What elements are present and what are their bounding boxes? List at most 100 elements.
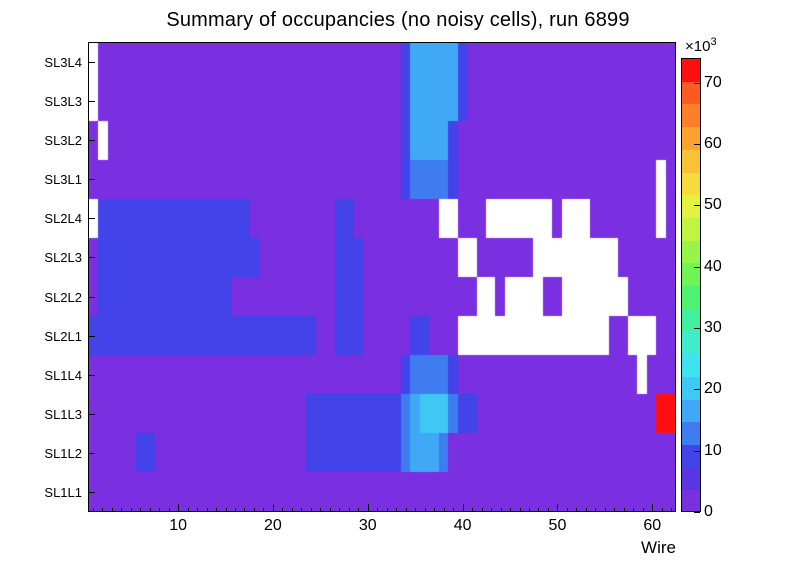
x-axis-title: Wire	[641, 538, 676, 557]
x-axis-tick	[434, 508, 436, 511]
x-axis-tick	[396, 508, 398, 511]
x-axis-tick	[405, 508, 407, 511]
palette-tick	[694, 144, 700, 145]
x-axis-tick	[576, 508, 578, 511]
palette-color-band	[682, 354, 700, 377]
palette-tick	[694, 389, 700, 390]
y-axis-label: SL1L1	[44, 485, 82, 500]
x-axis-tick	[320, 508, 322, 511]
x-axis-tick	[225, 508, 227, 511]
palette-color-band	[682, 173, 700, 195]
x-axis-tick	[462, 504, 464, 511]
palette-color-band	[682, 150, 700, 173]
y-axis-label: SL1L2	[44, 446, 82, 461]
x-axis-tick	[491, 508, 493, 511]
x-axis-tick	[111, 508, 113, 511]
x-axis-tick	[197, 508, 199, 511]
y-axis-label: SL3L4	[44, 55, 82, 70]
palette-color-band	[682, 241, 700, 263]
palette-tick-label: 0	[704, 503, 713, 520]
palette-exponent-label: ×103	[685, 36, 717, 55]
x-axis-tick	[130, 508, 132, 511]
y-axis-tick	[89, 62, 95, 63]
x-axis-tick	[159, 508, 161, 511]
x-axis-tick	[500, 508, 502, 511]
palette-tick-label: 20	[704, 380, 722, 397]
x-axis-tick	[168, 508, 170, 511]
x-axis-tick	[633, 508, 635, 511]
x-axis-tick-label: 10	[169, 517, 187, 534]
x-axis-tick	[358, 508, 360, 511]
y-axis-tick	[89, 453, 95, 454]
palette-exponent-power: 3	[710, 36, 717, 48]
x-axis-tick	[272, 504, 274, 511]
x-axis-tick	[348, 508, 350, 511]
y-axis-tick	[89, 414, 95, 415]
x-axis-tick	[329, 508, 331, 511]
x-axis-tick	[614, 508, 616, 511]
palette-color-band	[682, 263, 700, 286]
y-axis-tick	[89, 336, 95, 337]
palette-color-band	[682, 309, 700, 331]
x-axis-tick	[235, 508, 236, 511]
palette-tick	[694, 328, 700, 329]
palette-tick-label: 10	[704, 442, 722, 459]
x-axis-tick	[140, 508, 142, 511]
y-axis-tick	[89, 375, 95, 376]
y-axis-tick	[89, 140, 95, 141]
palette-tick-label: 70	[704, 74, 722, 91]
x-axis-tick	[566, 508, 568, 511]
x-axis-tick	[244, 508, 246, 511]
palette-color-band	[682, 468, 700, 490]
x-axis-tick	[253, 508, 255, 511]
palette-color-band	[682, 331, 700, 354]
palette-color-band	[682, 422, 700, 445]
palette-exponent-base: ×10	[685, 38, 711, 55]
x-axis-tick	[386, 508, 388, 511]
x-axis-tick	[453, 508, 455, 511]
y-axis-label: SL3L3	[44, 94, 82, 109]
x-axis-tick-label: 60	[643, 517, 662, 534]
palette-color-band	[682, 445, 700, 468]
x-axis-tick	[481, 508, 483, 511]
x-axis-tick	[510, 508, 512, 511]
palette-tick-label: 50	[704, 196, 722, 213]
x-axis-tick	[652, 504, 654, 511]
palette-color-band	[682, 400, 700, 422]
palette-color-band	[682, 286, 700, 309]
palette-color-band	[682, 127, 700, 150]
palette-color-band	[682, 59, 700, 82]
x-axis-tick	[282, 508, 284, 511]
heatmap-canvas	[89, 43, 675, 511]
y-axis-label: SL2L2	[44, 290, 82, 305]
palette-tick	[694, 451, 700, 452]
x-axis-tick-label: 40	[453, 517, 472, 534]
palette-color-band	[682, 490, 700, 511]
x-axis-tick	[121, 508, 123, 511]
palette-tick	[694, 83, 700, 84]
y-axis-tick	[89, 492, 95, 493]
x-axis-tick	[623, 508, 625, 511]
x-axis-tick	[178, 504, 180, 511]
x-axis-tick	[92, 508, 94, 511]
x-axis-tick	[642, 508, 644, 511]
x-axis-tick	[661, 508, 663, 511]
y-axis-label: SL3L2	[44, 133, 82, 148]
palette-color-band	[682, 218, 700, 241]
y-axis-tick	[89, 218, 95, 219]
y-axis-label: SL2L4	[44, 211, 82, 226]
x-axis-tick	[443, 508, 445, 511]
y-axis-label: SL2L1	[44, 329, 82, 344]
chart-title: Summary of occupancies (no noisy cells),…	[166, 9, 630, 31]
x-axis-tick	[301, 508, 303, 511]
x-axis-tick	[206, 508, 208, 511]
x-axis-tick	[547, 508, 549, 511]
x-axis-tick	[671, 508, 673, 511]
x-axis-tick	[472, 508, 474, 511]
x-axis-tick	[538, 508, 540, 511]
x-axis-tick	[377, 508, 379, 511]
palette-tick-label: 60	[704, 135, 722, 152]
x-axis-tick	[216, 508, 218, 511]
x-axis-tick	[424, 508, 426, 511]
palette-color-band	[682, 82, 700, 104]
